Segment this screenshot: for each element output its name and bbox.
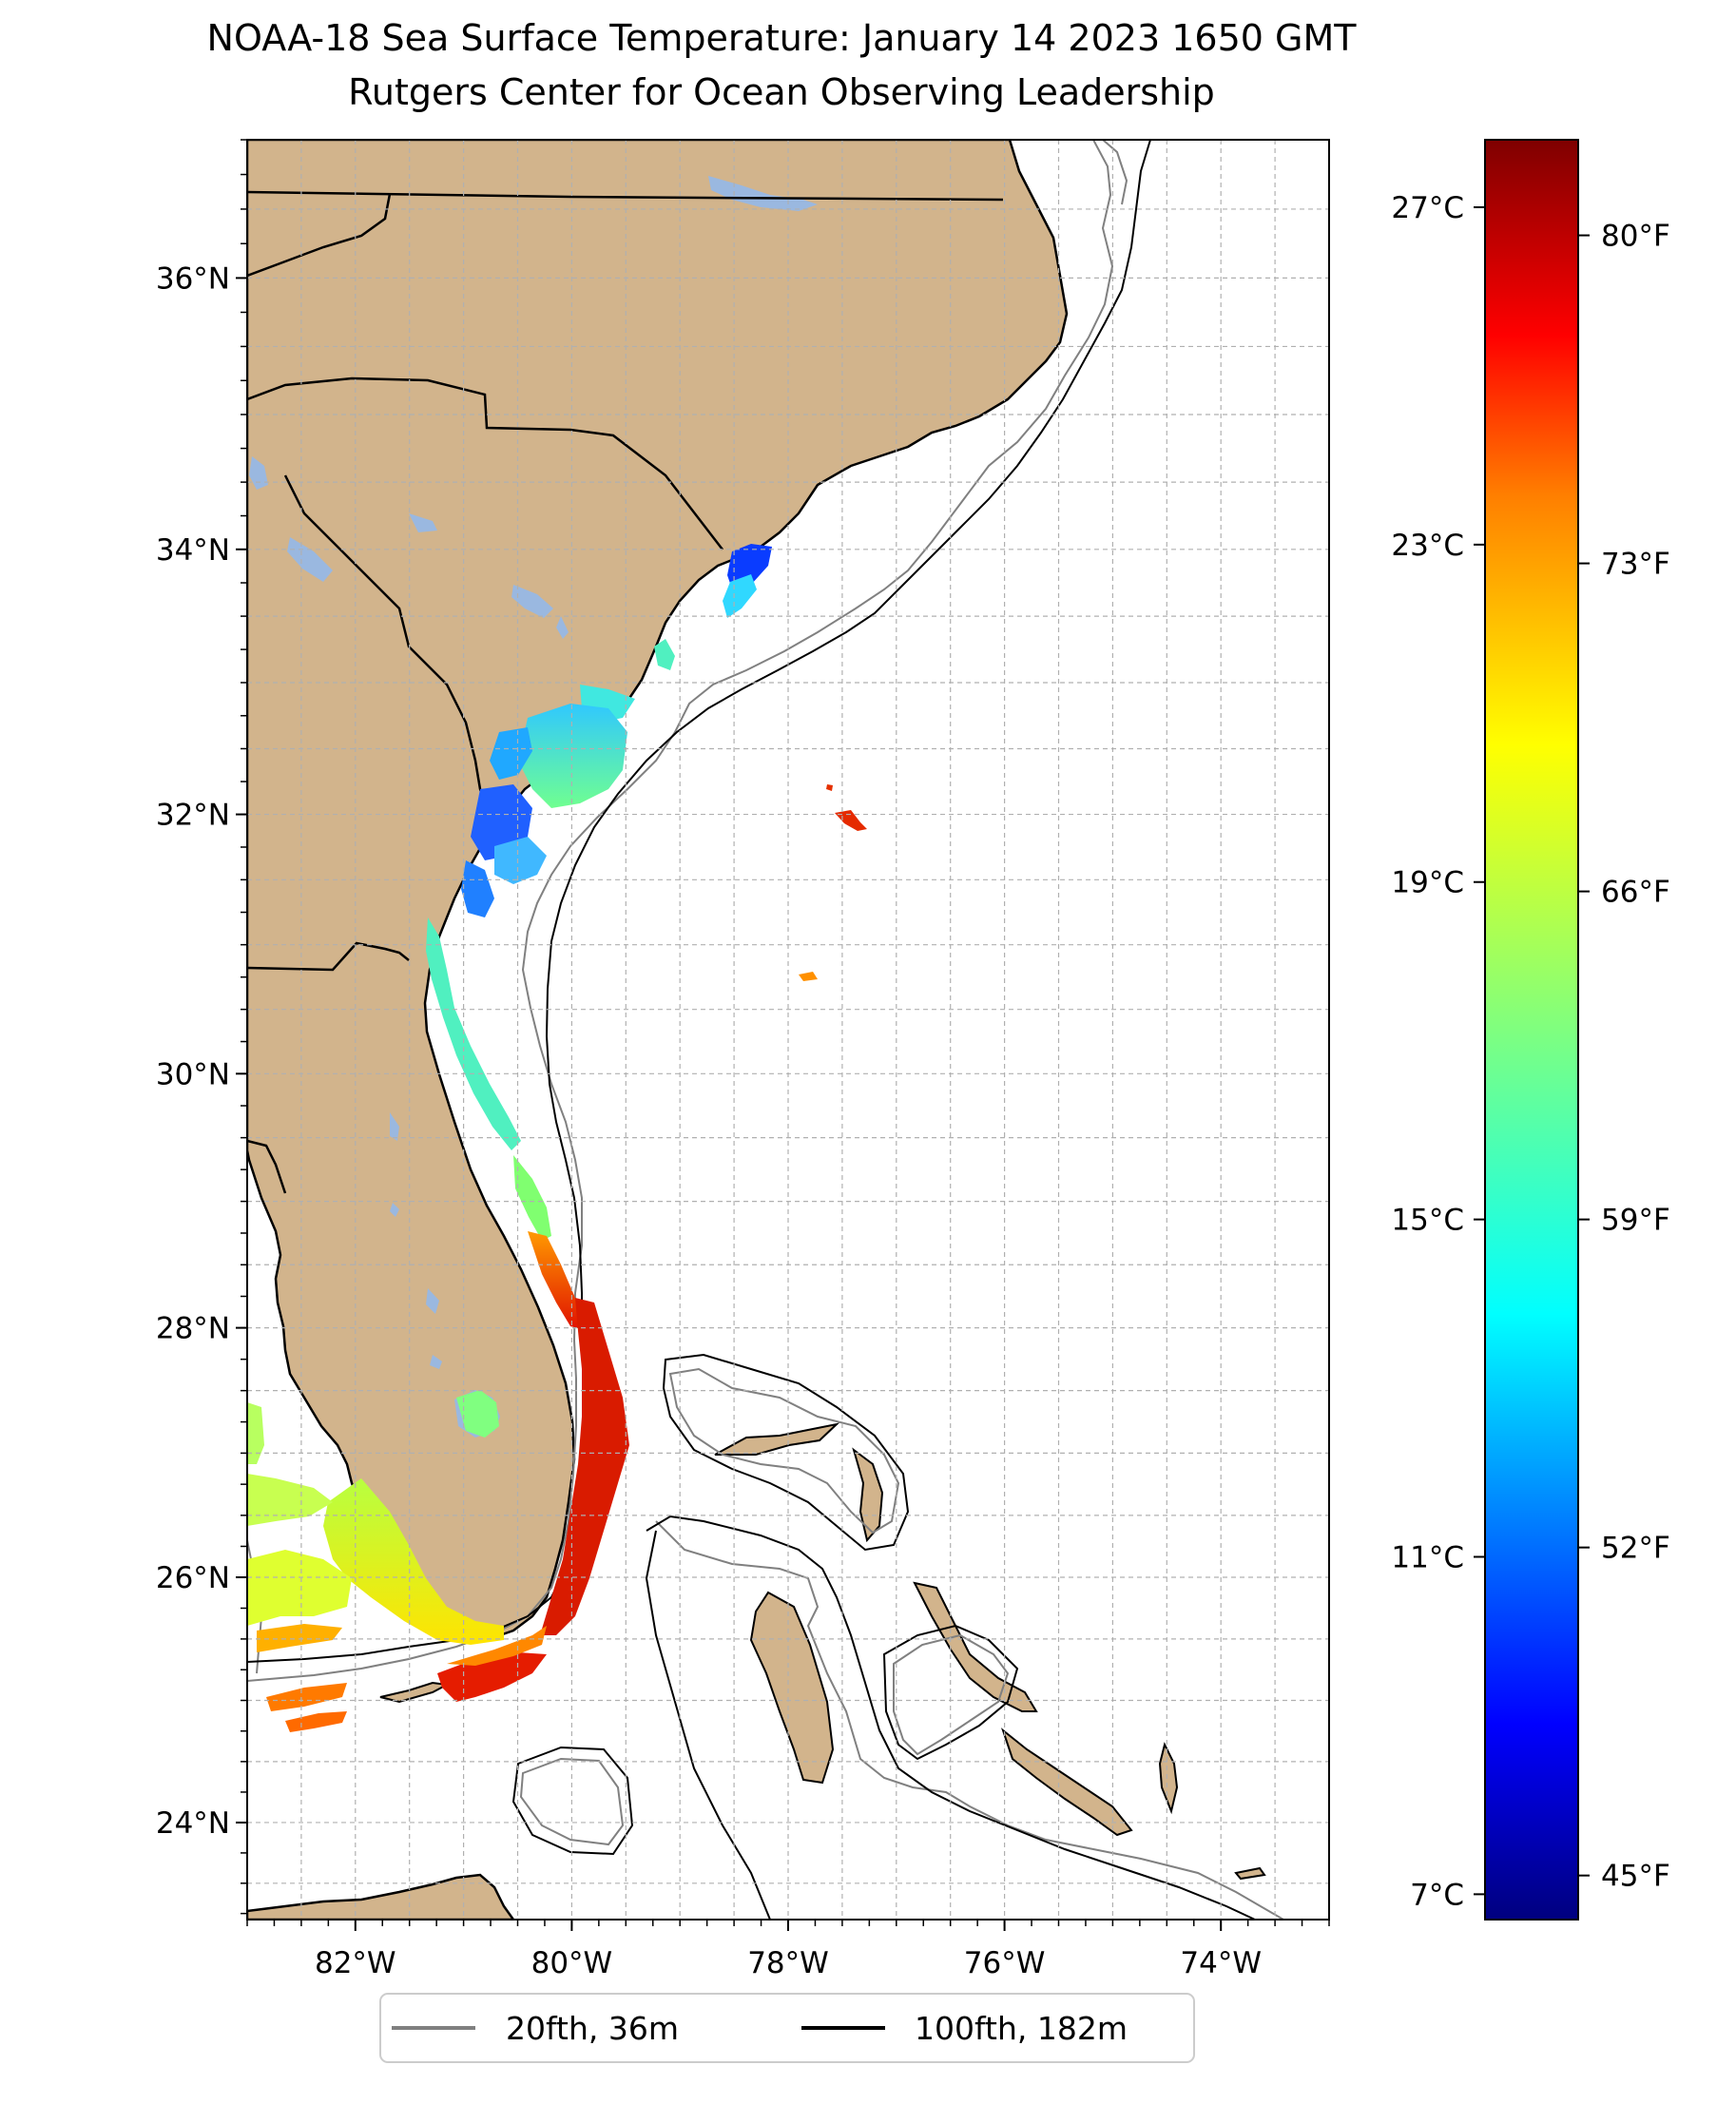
land-cuba bbox=[247, 1873, 515, 1920]
sst-patch-fl-orange bbox=[528, 1231, 589, 1331]
sst-patch-gulf-mid bbox=[247, 1474, 333, 1526]
lake-fl-4 bbox=[390, 1203, 399, 1217]
lake-marion bbox=[287, 537, 333, 582]
contour-20fth-north-nc bbox=[1102, 140, 1128, 205]
colorbar-celsius-label: 23°C bbox=[1391, 529, 1464, 563]
colorbar-fahrenheit-label: 73°F bbox=[1601, 548, 1670, 582]
legend: 20fth, 36m 100fth, 182m bbox=[379, 1993, 1195, 2063]
colorbar-fahrenheit-label: 59°F bbox=[1601, 1204, 1670, 1238]
sst-patch-gulf-north bbox=[247, 1402, 264, 1464]
colorbar-fahrenheit-label: 52°F bbox=[1601, 1532, 1670, 1566]
lat-tick-label: 32°N bbox=[156, 799, 230, 833]
legend-label-100fth: 100fth, 182m bbox=[915, 2010, 1128, 2047]
sst-patch-keys-orange bbox=[447, 1626, 547, 1666]
border-ga-fl bbox=[247, 941, 410, 972]
longitude-axis: 82°W 80°W 78°W 76°W 74°W bbox=[246, 1920, 1330, 1980]
border-tn-nc bbox=[247, 193, 392, 278]
sst-patch-okeechobee bbox=[456, 1390, 499, 1438]
lat-tick-label: 34°N bbox=[156, 533, 230, 568]
land-andros bbox=[749, 1591, 835, 1785]
lat-tick-label: 36°N bbox=[156, 261, 230, 296]
contour-20fth-shelf bbox=[247, 140, 1114, 1682]
sst-patch-offshore-1 bbox=[835, 810, 867, 831]
land-exuma bbox=[1000, 1728, 1133, 1837]
lat-tick-label: 28°N bbox=[156, 1312, 230, 1346]
sst-patch-florida-bay bbox=[323, 1478, 504, 1645]
colorbar-celsius-label: 15°C bbox=[1391, 1204, 1464, 1238]
colorbar-fahrenheit-axis: 45°F 52°F 59°F 66°F 73°F 80°F bbox=[1578, 220, 1670, 1894]
sst-patch-gulf-orange2 bbox=[285, 1711, 347, 1732]
contour-20fth-great-bahama-2 bbox=[893, 1633, 1010, 1756]
lat-tick-label: 30°N bbox=[156, 1057, 230, 1091]
colorbar-celsius-label: 19°C bbox=[1391, 866, 1464, 900]
colorbar: 7°C 11°C 15°C 19°C 23°C 27°C 45°F 52°F 59°F 66°F… bbox=[1391, 139, 1670, 1921]
legend-frame bbox=[379, 1993, 1195, 2063]
contour-20fth bbox=[247, 140, 1284, 1920]
sst-patch-gulf-west bbox=[247, 1550, 352, 1626]
legend-label-20fth: 20fth, 36m bbox=[506, 2010, 679, 2047]
latitude-axis: 24°N 26°N 28°N 30°N 32°N 34°N 36°N bbox=[156, 139, 247, 1915]
lake-ga-3 bbox=[511, 585, 553, 618]
contour-20fth-cay-sal bbox=[519, 1757, 625, 1846]
sst-patch-sc-2 bbox=[518, 704, 627, 808]
contour-100fth-little-bahama bbox=[662, 1353, 910, 1552]
lon-tick-label: 80°W bbox=[531, 1946, 613, 1980]
sst-patch-fl-cape bbox=[513, 1155, 551, 1241]
lake-fl-2 bbox=[426, 1288, 439, 1314]
lake-pamlico-area bbox=[708, 176, 818, 211]
sst-patch-offshore-2 bbox=[799, 972, 818, 981]
lake-ga-4 bbox=[556, 616, 569, 639]
map-title-line1: NOAA-18 Sea Surface Temperature: January… bbox=[207, 17, 1358, 59]
contour-100fth-exuma-sound bbox=[882, 1624, 1019, 1761]
lake-fl-3 bbox=[430, 1355, 442, 1369]
map-title-line2: Rutgers Center for Ocean Observing Leade… bbox=[348, 71, 1215, 113]
colorbar-fahrenheit-label: 80°F bbox=[1601, 220, 1670, 254]
colorbar-fahrenheit-label: 45°F bbox=[1601, 1860, 1670, 1894]
lake-fl-1 bbox=[390, 1112, 399, 1141]
gridlines bbox=[247, 140, 1329, 1920]
sst-patch-offshore-3 bbox=[826, 784, 833, 791]
land-mainland bbox=[247, 140, 1069, 1639]
contour-100fth-cay-sal bbox=[511, 1746, 634, 1856]
sst-patch-fl-north bbox=[426, 917, 521, 1150]
lon-tick-label: 76°W bbox=[964, 1946, 1046, 1980]
colorbar-gradient bbox=[1484, 139, 1579, 1921]
sst-patch-gulf-stream bbox=[540, 1298, 629, 1635]
sst-patch-cape-fear-2 bbox=[723, 574, 757, 618]
lon-tick-label: 78°W bbox=[747, 1946, 829, 1980]
sst-patch-long-bay bbox=[654, 639, 675, 670]
lon-tick-label: 74°W bbox=[1180, 1946, 1262, 1980]
border-nc-sc bbox=[247, 376, 723, 550]
colorbar-celsius-label: 11°C bbox=[1391, 1541, 1464, 1575]
border-fl-panhandle bbox=[247, 1139, 287, 1194]
lake-ga-2 bbox=[409, 513, 437, 532]
lake-ga-1 bbox=[249, 456, 268, 490]
map-panel: 24°N 26°N 28°N 30°N 32°N 34°N 36°N 82°W 80°W 78°… bbox=[156, 139, 1330, 1980]
contour-20fth-little-bahama bbox=[668, 1367, 900, 1535]
colorbar-celsius-axis: 7°C 11°C 15°C 19°C 23°C 27°C bbox=[1391, 191, 1485, 1912]
land-grand-bahama bbox=[714, 1422, 840, 1456]
colorbar-fahrenheit-label: 66°F bbox=[1601, 876, 1670, 910]
sst-patch-gulf-orange bbox=[266, 1683, 347, 1711]
land-long-island bbox=[1234, 1866, 1266, 1881]
contour-20fth-great-bahama-1 bbox=[655, 1520, 1284, 1920]
sst-patch-ga-3 bbox=[461, 860, 494, 917]
sst-patch-sc-3 bbox=[490, 727, 532, 780]
colorbar-celsius-label: 27°C bbox=[1391, 191, 1464, 225]
contour-100fth-great-bahama bbox=[646, 1515, 1256, 1920]
lat-tick-label: 24°N bbox=[156, 1806, 230, 1841]
contour-100fth-tongue bbox=[645, 1530, 771, 1920]
sst-patch-gulf-south bbox=[257, 1624, 342, 1652]
lon-tick-label: 82°W bbox=[315, 1946, 396, 1980]
sst-patch-ga-2 bbox=[494, 837, 547, 884]
sst-patches bbox=[247, 544, 867, 1732]
lat-tick-label: 26°N bbox=[156, 1561, 230, 1595]
colorbar-celsius-label: 7°C bbox=[1410, 1878, 1464, 1912]
